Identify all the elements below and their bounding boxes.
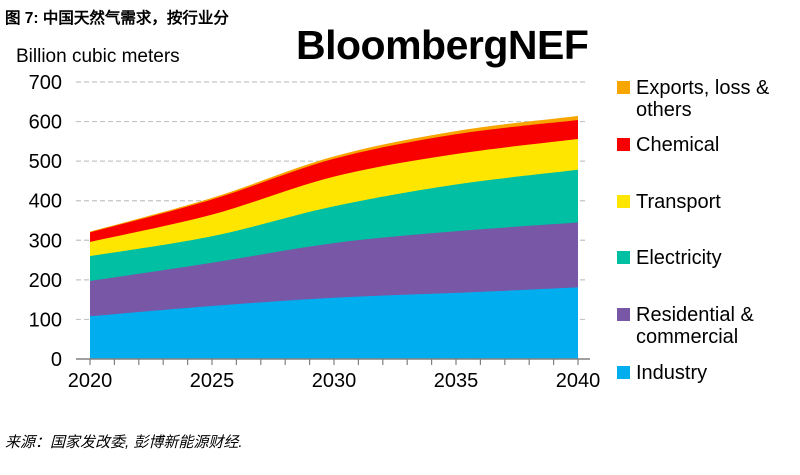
electricity-swatch-icon	[617, 251, 630, 264]
legend-item-residential: Residential & commercial	[617, 304, 800, 348]
x-tick-label: 2025	[190, 370, 235, 392]
legend-item-electricity: Electricity	[617, 247, 722, 269]
y-tick-label: 500	[29, 151, 62, 173]
x-tick-label: 2020	[68, 370, 113, 392]
y-tick-label: 200	[29, 270, 62, 292]
residential-swatch-icon	[617, 308, 630, 321]
bloombergnef-logo-text: BloombergNEF	[296, 22, 589, 68]
legend-label-exports: Exports, loss & others	[636, 77, 770, 121]
legend-item-transport: Transport	[617, 191, 721, 213]
chemical-swatch-icon	[617, 138, 630, 151]
legend-item-industry: Industry	[617, 362, 707, 384]
legend-label-transport: Transport	[636, 191, 721, 213]
figure-title: 图 7: 中国天然气需求，按行业分	[5, 10, 229, 27]
exports-swatch-icon	[617, 81, 630, 94]
legend-item-chemical: Chemical	[617, 134, 719, 156]
legend-label-chemical: Chemical	[636, 134, 720, 156]
y-axis-unit-label: Billion cubic meters	[16, 46, 180, 67]
legend-item-exports: Exports, loss & others	[617, 77, 800, 121]
y-tick-label: 700	[29, 72, 62, 94]
y-tick-label: 400	[29, 191, 62, 213]
y-tick-label: 600	[29, 112, 62, 134]
x-tick-label: 2040	[556, 370, 601, 392]
industry-swatch-icon	[617, 366, 630, 379]
y-tick-label: 0	[51, 349, 62, 371]
y-tick-label: 300	[29, 230, 62, 252]
x-tick-label: 2035	[434, 370, 479, 392]
transport-swatch-icon	[617, 195, 630, 208]
y-tick-label: 100	[29, 309, 62, 331]
legend-label-industry: Industry	[636, 362, 708, 384]
legend-label-electricity: Electricity	[636, 247, 722, 269]
x-tick-label: 2030	[312, 370, 357, 392]
legend-label-residential: Residential & commercial	[636, 304, 754, 348]
area-industry	[90, 287, 578, 359]
source-note: 来源：国家发改委, 彭博新能源财经.	[5, 434, 243, 451]
legend: Exports, loss & others Chemical Transpor…	[617, 0, 800, 400]
